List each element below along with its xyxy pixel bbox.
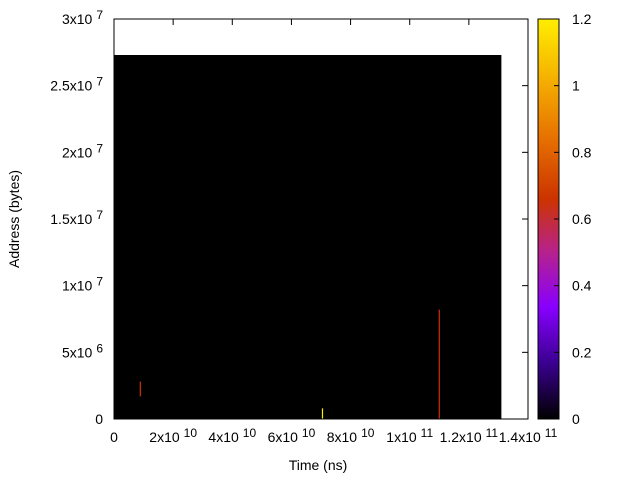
colorbar-tick-label: 0.6 xyxy=(572,211,592,227)
colorbar-tick-label: 0.4 xyxy=(572,278,592,294)
y-tick-label: 5x10 6 xyxy=(62,341,103,360)
y-tick-label: 1x10 7 xyxy=(62,275,103,294)
x-tick-label: 2x10 10 xyxy=(149,426,197,445)
colorbar-tick-label: 1.2 xyxy=(572,11,592,27)
x-tick-label: 1x10 11 xyxy=(386,426,433,445)
x-tick-label: 1.4x10 11 xyxy=(499,426,558,445)
heatmap-cell xyxy=(438,309,440,419)
heatmap-area xyxy=(114,55,502,419)
colorbar-axis: 0 0.2 0.4 0.6 0.8 1 1.2 xyxy=(554,11,592,427)
y-tick-label: 0 xyxy=(95,411,103,427)
y-tick-label: 1.5x10 7 xyxy=(50,208,103,227)
x-tick-label: 8x10 10 xyxy=(327,426,375,445)
heatmap-cell xyxy=(321,408,324,419)
y-tick-label: 2x10 7 xyxy=(62,141,103,160)
x-tick-label: 0 xyxy=(110,429,118,445)
x-tick-label: 6x10 10 xyxy=(268,426,316,445)
y-axis-label: Address (bytes) xyxy=(6,170,22,268)
colorbar-tick-label: 0 xyxy=(572,411,580,427)
x-tick-label: 4x10 10 xyxy=(208,426,256,445)
x-tick-label: 1.2x10 11 xyxy=(440,426,499,445)
colorbar-tick-label: 0.2 xyxy=(572,344,592,360)
colorbar-tick-label: 1 xyxy=(572,78,580,94)
heatmap-cell xyxy=(139,381,141,397)
y-tick-label: 3x10 7 xyxy=(62,8,103,27)
x-axis-label: Time (ns) xyxy=(289,457,348,473)
colorbar-tick-label: 0.8 xyxy=(572,144,592,160)
y-tick-label: 2.5x10 7 xyxy=(50,75,103,94)
